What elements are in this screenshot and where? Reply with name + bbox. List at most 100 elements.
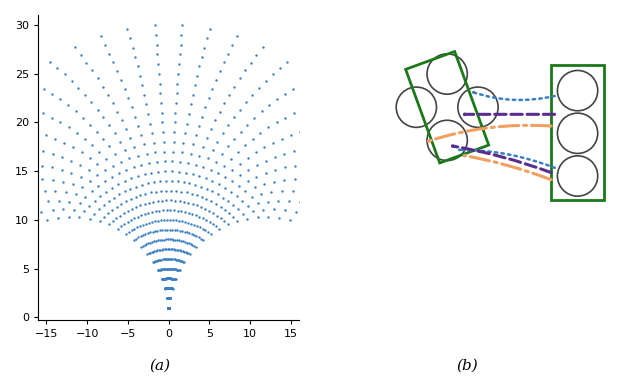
Point [184,230,195,236]
Point [47,91,57,97]
Point [153,218,163,224]
Point [276,188,287,194]
Point [76,149,86,155]
Point [177,228,188,234]
Point [58,179,68,185]
Point [298,106,308,112]
Point [269,207,279,213]
Point [351,220,362,226]
Point [408,300,418,306]
Point [109,130,120,136]
Point [92,75,102,81]
Point [257,44,268,50]
Point [173,267,183,273]
Point [144,160,154,166]
Point [246,194,257,200]
Point [150,228,160,234]
Point [87,67,97,74]
Point [104,51,115,57]
Point [253,214,263,220]
Point [255,130,266,136]
Point [169,207,179,213]
Point [208,221,218,227]
Point [233,149,243,155]
Point [25,211,35,217]
Point [201,217,211,223]
Point [162,295,172,301]
Point [340,214,350,220]
Point [157,276,168,282]
Point [270,154,280,160]
Point [31,129,42,135]
Point [168,149,178,155]
Point [317,100,328,106]
Point [373,275,383,281]
Point [260,170,271,176]
Point [172,247,182,253]
Point [186,151,196,157]
Point [252,162,262,168]
Point [214,109,225,115]
Point [202,135,212,141]
Point [223,143,233,149]
Point [55,97,65,103]
Point [164,285,174,291]
Point [161,285,172,291]
Point [167,168,177,174]
Point [180,239,190,245]
Point [178,259,188,265]
Point [160,285,170,291]
Point [165,295,175,301]
Point [295,129,305,135]
Point [12,124,22,130]
Point [176,248,186,254]
Point [207,188,218,195]
Point [50,188,60,194]
Point [116,201,126,207]
Point [15,161,26,167]
Point [116,77,126,83]
Point [30,220,40,226]
Point [179,249,189,255]
Point [148,249,158,255]
Point [162,295,172,301]
Point [160,227,170,233]
Point [374,236,384,242]
Point [84,155,95,161]
Point [200,104,211,110]
Point [218,130,228,136]
Point [378,174,388,180]
Point [166,198,176,204]
Point [163,305,173,311]
Point [164,295,175,301]
Point [260,78,271,84]
Point [108,60,118,66]
Point [131,184,141,190]
Point [280,91,290,97]
Point [36,162,47,169]
Point [164,276,175,282]
Point [166,285,176,291]
Point [84,121,95,127]
Point [150,188,161,195]
Point [58,207,68,213]
Point [163,305,173,311]
Point [159,266,170,272]
Point [188,171,198,177]
Point [51,135,61,141]
Point [89,211,99,217]
Point [104,198,114,204]
Point [160,266,170,272]
Point [223,122,233,128]
Point [287,188,298,194]
Point [52,65,63,71]
Point [16,176,26,182]
Point [159,217,169,223]
Point [212,213,222,219]
Point [161,276,171,282]
Point [90,198,100,204]
Point [163,295,173,301]
Point [188,92,198,98]
Point [202,35,212,41]
Point [186,101,196,107]
